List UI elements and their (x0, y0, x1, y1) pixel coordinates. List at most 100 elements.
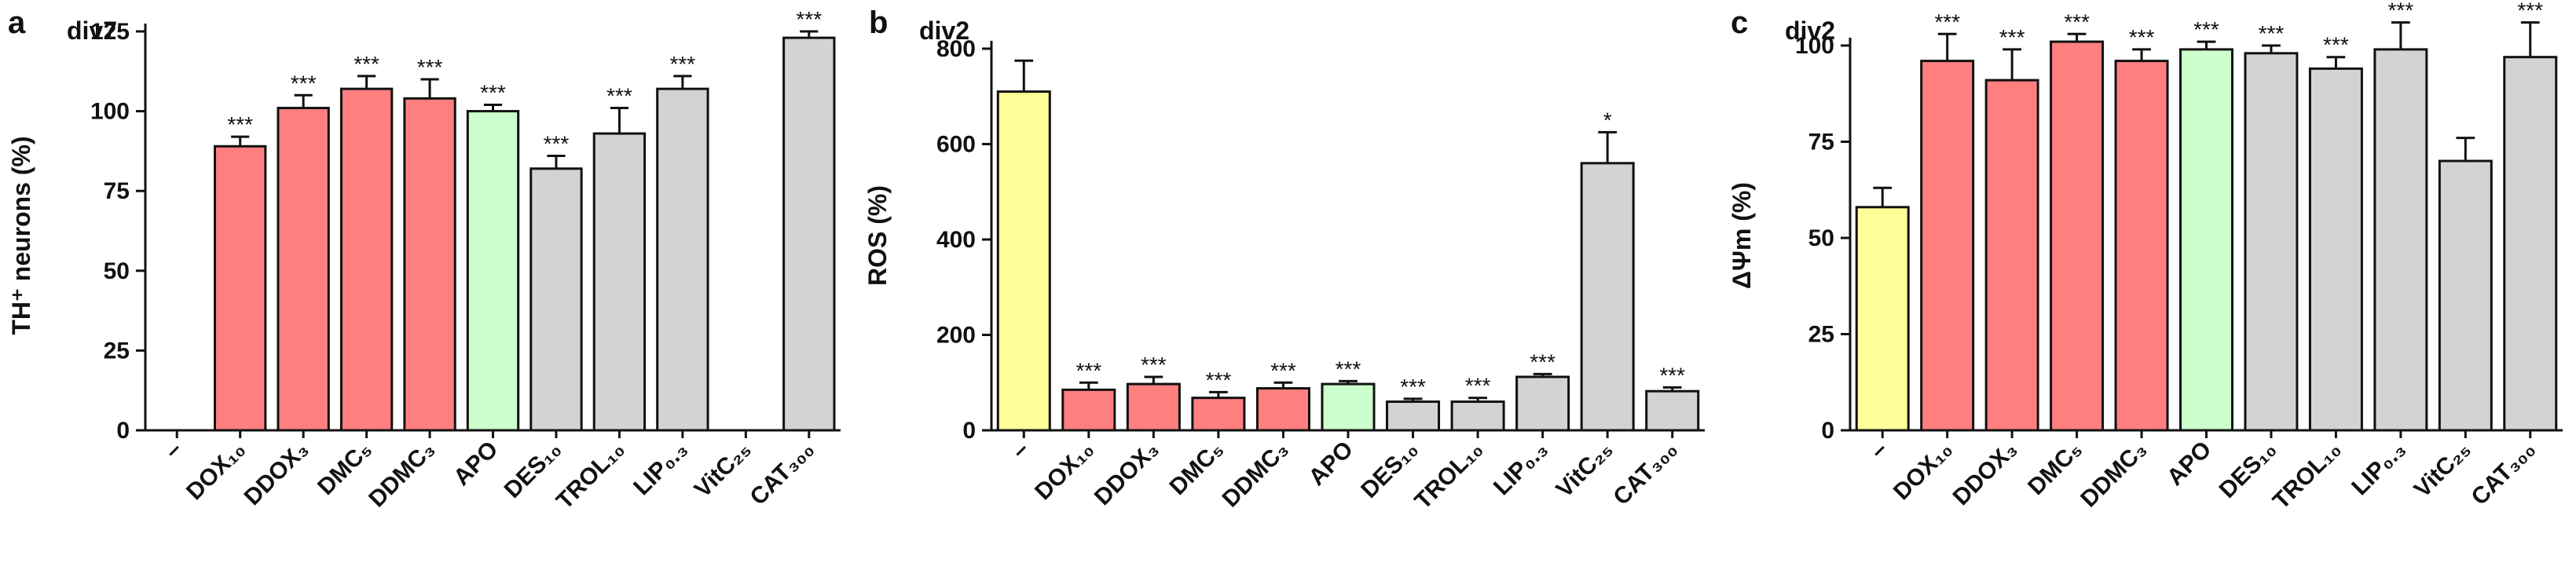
panel-b: b div2 ROS (%) 0 200 400 600 800 –DOX₁₀ *** DDO… (863, 5, 1705, 514)
bar (2114, 60, 2169, 432)
significance-label: *** (544, 131, 570, 155)
bar (592, 132, 647, 432)
bar (1920, 60, 1975, 432)
panel-letter-c: c (1731, 5, 1748, 40)
y-tick-label: 25 (1808, 322, 1834, 348)
significance-label: * (1603, 108, 1612, 132)
bar (1645, 389, 1700, 432)
x-category-label: DMC₅ (2023, 437, 2087, 500)
significance-label: *** (480, 80, 506, 104)
panel-b-ylabel: ROS (%) (863, 185, 892, 286)
bar (1191, 397, 1246, 432)
significance-label: *** (2193, 17, 2219, 42)
significance-label: *** (670, 52, 696, 76)
x-category-label: CAT₃₀₀ (745, 437, 819, 510)
panel-letter-a: a (8, 5, 26, 40)
significance-label: *** (1141, 353, 1167, 377)
x-category-label: TROL₁₀ (1410, 437, 1488, 514)
significance-label: *** (1934, 9, 1960, 34)
x-category-label: DOX₁₀ (1030, 437, 1099, 506)
y-tick-label: 200 (936, 323, 976, 349)
significance-label: *** (417, 55, 443, 79)
significance-label: *** (1075, 358, 1101, 382)
bar (1126, 382, 1181, 432)
significance-label: *** (2129, 25, 2155, 49)
x-category-label: DDOX₃ (1090, 437, 1163, 510)
bar (339, 87, 394, 432)
significance-label: *** (2388, 0, 2414, 23)
bar (1321, 382, 1376, 432)
bar (1580, 162, 1635, 432)
y-tick-label: 0 (116, 418, 130, 444)
bar (656, 87, 709, 432)
significance-label: *** (2064, 9, 2090, 34)
bar (1061, 388, 1116, 432)
significance-label: *** (1659, 363, 1685, 387)
x-category-label: DOX₁₀ (1889, 437, 1958, 506)
y-tick-label: 125 (90, 19, 130, 45)
x-category-label: – (159, 437, 187, 464)
x-category-label: TROL₁₀ (551, 437, 629, 514)
x-category-label: LIP₀.₃ (628, 437, 693, 501)
x-category-label: VitC₂₅ (2409, 437, 2476, 503)
bar (214, 144, 267, 432)
y-tick-label: 0 (962, 418, 976, 444)
significance-label: *** (1206, 367, 1232, 392)
bar (466, 110, 520, 432)
significance-label: *** (227, 112, 253, 137)
bar (1386, 400, 1441, 432)
bar (1450, 400, 1505, 432)
significance-label: *** (1530, 349, 1555, 374)
x-category-label: LIP₀.₃ (1489, 437, 1553, 501)
x-category-label: DMC₅ (1164, 437, 1228, 500)
significance-label: *** (2517, 0, 2543, 23)
x-category-label: CAT₃₀₀ (1608, 437, 1682, 510)
bar (1855, 206, 1910, 432)
significance-label: *** (1336, 356, 1361, 381)
x-category-label: DDMC₃ (1218, 437, 1294, 513)
bar (1255, 387, 1310, 432)
significance-label: *** (291, 71, 317, 95)
bar (277, 107, 330, 432)
significance-label: *** (1270, 358, 1296, 382)
x-category-label: – (1006, 437, 1034, 464)
y-tick-label: 600 (936, 132, 976, 158)
x-category-label: DOX₁₀ (181, 437, 251, 506)
bar (996, 90, 1051, 432)
bar (1984, 79, 2039, 432)
bar (2244, 52, 2299, 432)
significance-label: *** (1999, 25, 2025, 49)
x-category-label: DDMC₃ (2076, 437, 2152, 513)
bar (529, 167, 583, 432)
panel-a-ylabel: TH⁺ neurons (%) (7, 136, 35, 335)
x-category-label: APO (449, 437, 503, 491)
y-tick-label: 0 (1821, 418, 1834, 444)
significance-label: *** (354, 52, 379, 76)
panel-c-ylabel: ΔΨm (%) (1728, 182, 1756, 289)
panel-letter-b: b (869, 5, 888, 40)
significance-label: *** (796, 7, 822, 31)
bar (2050, 40, 2105, 432)
panel-c-subtitle: div2 (1785, 16, 1835, 45)
y-tick-label: 100 (90, 99, 130, 125)
x-category-label: APO (1304, 437, 1358, 491)
bar (2438, 159, 2493, 432)
x-category-label: DDOX₃ (1948, 437, 2022, 510)
significance-label: *** (1465, 374, 1491, 398)
panel-b-subtitle: div2 (919, 16, 969, 45)
y-tick-label: 25 (104, 338, 130, 364)
significance-label: *** (1400, 375, 1426, 399)
bar (2179, 48, 2233, 432)
y-tick-label: 800 (936, 36, 976, 62)
y-tick-label: 400 (936, 227, 976, 253)
bar (1515, 375, 1570, 432)
bar (403, 97, 456, 432)
panel-a: a div7 TH⁺ neurons (%) 0 25 50 75 100 125 –DOX… (7, 5, 841, 514)
x-category-label: DDOX₃ (240, 437, 313, 510)
x-category-label: DDMC₃ (364, 437, 440, 513)
panel-c: c div2 ΔΨm (%) 0 25 50 75 100 –DOX₁₀ *** DDOX₃ *… (1728, 0, 2563, 514)
x-category-label: VitC₂₅ (1552, 437, 1618, 503)
y-tick-label: 75 (104, 178, 130, 204)
bar (2308, 67, 2363, 432)
